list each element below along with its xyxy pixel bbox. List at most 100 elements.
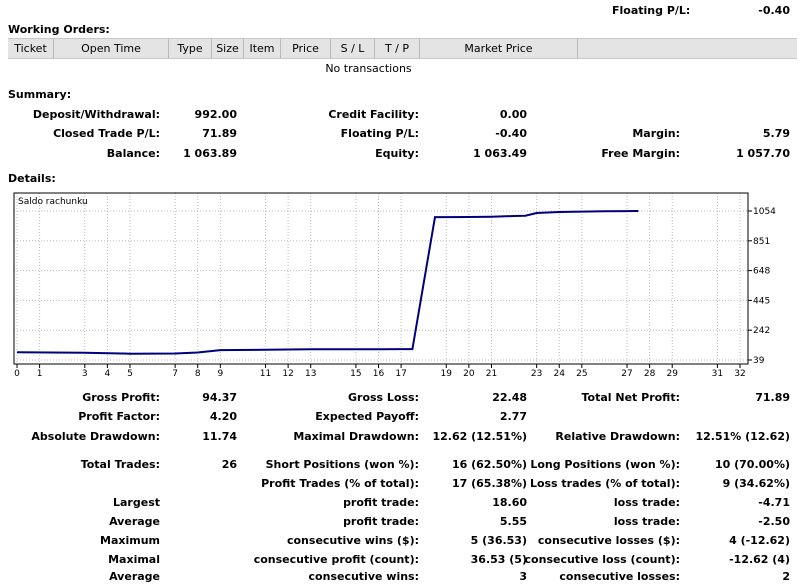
chart-x-tick-label: 7 [172, 369, 178, 379]
summary-label: Credit Facility: [328, 108, 419, 121]
chart-x-tick-label: 28 [644, 369, 656, 379]
summary-value: 1 063.89 [183, 147, 237, 160]
trade-label: consecutive wins: [308, 570, 419, 583]
chart-grid [14, 193, 748, 364]
stat-value: 71.89 [755, 391, 790, 404]
floating-pl-top-value: -0.40 [758, 4, 790, 17]
chart-x-tick-label: 27 [621, 369, 632, 379]
trade-label: Total Trades: [80, 458, 160, 471]
trade-value: -4.71 [758, 496, 790, 509]
trade-label: Average [109, 570, 160, 583]
chart-x-tick-label: 23 [531, 369, 542, 379]
balance-line [16, 210, 639, 355]
chart-x-tick-label: 4 [105, 369, 111, 379]
summary-value: 71.89 [202, 127, 237, 140]
chart-y-ticks: 39 242 445 648 851 1054 [748, 207, 776, 366]
summary-value: 5.79 [762, 127, 790, 140]
column-header-tp[interactable]: T / P [375, 39, 420, 58]
summary-value: -0.40 [495, 127, 527, 140]
working-orders-title: Working Orders: [8, 23, 110, 36]
trade-label: Maximum [100, 534, 160, 547]
chart-y-tick-label: 851 [753, 237, 770, 247]
trade-label: Largest [113, 496, 160, 509]
trade-value: 18.60 [492, 496, 527, 509]
trade-label: Short Positions (won %): [265, 458, 419, 471]
chart-x-tick-label: 1 [37, 369, 43, 379]
chart-y-tick-label: 39 [753, 356, 765, 366]
trade-label: consecutive wins ($): [286, 534, 419, 547]
no-transactions-text: No transactions [325, 62, 412, 75]
column-header-market-price[interactable]: Market Price [420, 39, 578, 58]
summary-title: Summary: [8, 88, 72, 101]
chart-series [16, 210, 639, 355]
trade-value: 3 [519, 570, 527, 583]
stat-value: 94.37 [202, 391, 237, 404]
chart-x-tick-label: 29 [666, 369, 678, 379]
chart-x-tick-label: 19 [441, 369, 453, 379]
summary-label: Balance: [106, 147, 160, 160]
trade-label: Long Positions (won %): [530, 458, 680, 471]
trade-label: consecutive losses ($): [537, 534, 680, 547]
stat-label: Gross Loss: [348, 391, 419, 404]
chart-y-tick-label: 648 [753, 267, 770, 277]
chart-x-tick-label: 9 [217, 369, 223, 379]
stat-label: Total Net Profit: [581, 391, 681, 404]
trade-label: consecutive profit (count): [253, 553, 419, 566]
chart-x-tick-label: 16 [373, 369, 385, 379]
trade-label: consecutive loss (count): [524, 553, 680, 566]
chart-x-tick-label: 32 [734, 369, 745, 379]
chart-x-tick-label: 0 [14, 369, 20, 379]
trade-label: Profit Trades (% of total): [261, 477, 419, 490]
column-header-price[interactable]: Price [281, 39, 331, 58]
trade-value: 2 [782, 570, 790, 583]
chart-title: Saldo rachunku [18, 197, 88, 207]
chart-x-tick-label: 31 [712, 369, 723, 379]
stat-value: 11.74 [202, 430, 237, 443]
summary-label: Deposit/Withdrawal: [32, 108, 160, 121]
stat-label: Expected Payoff: [315, 410, 419, 423]
chart-x-tick-label: 25 [576, 369, 587, 379]
chart-x-tick-label: 5 [127, 369, 133, 379]
stat-value: 4.20 [209, 410, 237, 423]
stat-label: Relative Drawdown: [555, 430, 680, 443]
column-header-item[interactable]: Item [244, 39, 281, 58]
chart-x-ticks: 0 1 3 4 5 7 8 9 11 12 13 15 16 17 19 20 21 23 24 25 27 28 29 31… [14, 364, 746, 379]
stat-label: Absolute Drawdown: [31, 430, 160, 443]
stat-value: 22.48 [492, 391, 527, 404]
trade-label: loss trade: [613, 515, 680, 528]
chart-y-tick-label: 242 [753, 326, 770, 336]
column-header-sl[interactable]: S / L [331, 39, 375, 58]
trade-value: -12.62 (4) [729, 553, 790, 566]
stat-value: 2.77 [499, 410, 527, 423]
trade-label: Maximal [108, 553, 160, 566]
chart-y-tick-label: 1054 [753, 207, 776, 217]
trade-value: 16 (62.50%) [451, 458, 527, 471]
summary-label: Free Margin: [601, 147, 680, 160]
chart-x-tick-label: 11 [260, 369, 271, 379]
chart-x-tick-label: 20 [463, 369, 475, 379]
stat-label: Profit Factor: [78, 410, 160, 423]
column-header-type[interactable]: Type [169, 39, 212, 58]
summary-label: Equity: [375, 147, 419, 160]
stat-value: 12.62 (12.51%) [432, 430, 528, 443]
summary-value: 992.00 [194, 108, 237, 121]
floating-pl-top-label: Floating P/L: [612, 4, 691, 17]
stat-value: 12.51% (12.62) [695, 430, 791, 443]
stat-label: Maximal Drawdown: [293, 430, 419, 443]
summary-label: Floating P/L: [340, 127, 419, 140]
column-header-ticket[interactable]: Ticket [8, 39, 54, 58]
column-header-size[interactable]: Size [212, 39, 244, 58]
summary-label: Closed Trade P/L: [53, 127, 160, 140]
chart-x-tick-label: 3 [82, 369, 88, 379]
chart-x-tick-label: 12 [282, 369, 293, 379]
trade-value: 26 [221, 458, 237, 471]
trade-value: 10 (70.00%) [714, 458, 790, 471]
trade-label: Loss trades (% of total): [529, 477, 680, 490]
stat-label: Gross Profit: [82, 391, 160, 404]
chart-x-tick-label: 13 [305, 369, 316, 379]
column-header-open-time[interactable]: Open Time [54, 39, 169, 58]
details-title: Details: [8, 172, 56, 185]
trade-value: 4 (-12.62) [729, 534, 790, 547]
chart-x-tick-label: 24 [554, 369, 566, 379]
